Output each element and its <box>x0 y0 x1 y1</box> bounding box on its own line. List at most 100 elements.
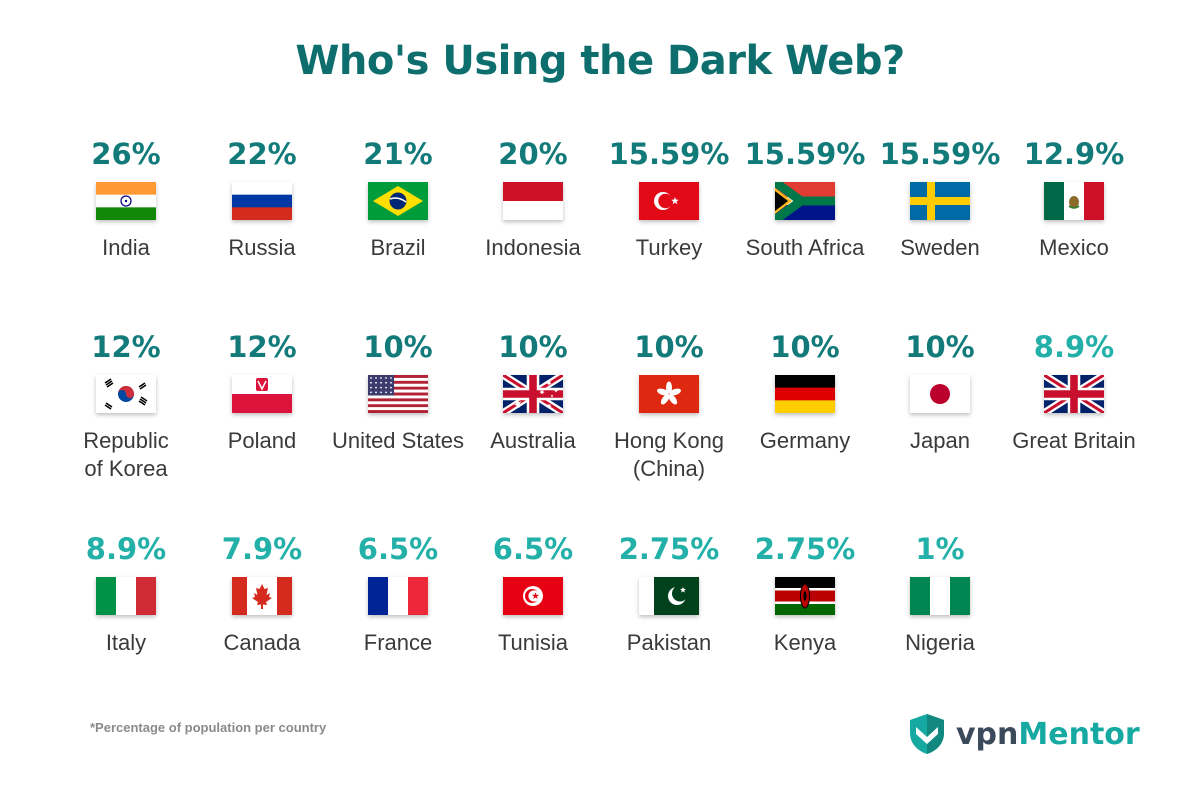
south-africa-flag-icon <box>775 182 835 220</box>
india-flag-icon <box>96 182 156 220</box>
country-name: Russia <box>184 234 340 262</box>
percentage-label: 10% <box>363 330 433 364</box>
country-name-line: Russia <box>228 235 296 260</box>
country-name-line: Canada <box>223 630 301 655</box>
kenya-flag-icon <box>775 577 835 615</box>
country-name-line: Sweden <box>900 235 980 260</box>
country-name: France <box>320 629 476 657</box>
percentage-label: 26% <box>91 137 161 171</box>
usa-flag-icon <box>368 375 428 413</box>
turkey-flag-icon <box>639 182 699 220</box>
country-name-line: Republic <box>83 428 169 453</box>
shield-logo-icon <box>910 714 944 754</box>
japan-flag-icon <box>910 375 970 413</box>
percentage-label: 6.5% <box>492 532 574 566</box>
hong-kong-flag-icon <box>639 375 699 413</box>
tunisia-flag-icon <box>503 577 563 615</box>
country-name: India <box>48 234 204 262</box>
country-name: Republic of Korea <box>48 427 204 483</box>
mexico-flag-icon <box>1044 182 1104 220</box>
percentage-label: 15.59% <box>744 137 866 171</box>
country-name: United States <box>320 427 476 455</box>
country-name-line: Indonesia <box>485 235 581 260</box>
country-name: Sweden <box>862 234 1018 262</box>
nigeria-flag-icon <box>910 577 970 615</box>
country-name: Mexico <box>996 234 1152 262</box>
sweden-flag-icon <box>910 182 970 220</box>
country-name-line: South Africa <box>745 235 865 260</box>
percentage-label: 10% <box>498 330 568 364</box>
country-name-line: Poland <box>227 428 297 453</box>
france-flag-icon <box>368 577 428 615</box>
country-name: Turkey <box>591 234 747 262</box>
country-name-line: Australia <box>490 428 576 453</box>
germany-flag-icon <box>775 375 835 413</box>
poland-flag-icon <box>232 375 292 413</box>
percentage-label: 15.59% <box>608 137 730 171</box>
percentage-label: 12% <box>227 330 297 364</box>
brand-name-part1: vpn <box>956 716 1019 752</box>
country-name-line: Nigeria <box>905 630 975 655</box>
country-name-line: Kenya <box>773 630 837 655</box>
italy-flag-icon <box>96 577 156 615</box>
percentage-label: 12% <box>91 330 161 364</box>
chart-title: Who's Using the Dark Web? <box>295 38 905 84</box>
percentage-label: 20% <box>498 137 568 171</box>
country-name-line: Hong Kong <box>613 428 725 453</box>
country-name: South Africa <box>727 234 883 262</box>
percentage-label: 2.75% <box>618 532 720 566</box>
country-name-line: Pakistan <box>626 630 712 655</box>
country-name: Nigeria <box>862 629 1018 657</box>
percentage-label: 22% <box>227 137 297 171</box>
pakistan-flag-icon <box>639 577 699 615</box>
brand-name-part2: Mentor <box>1018 716 1140 752</box>
country-name-line: France <box>363 630 433 655</box>
country-name: Tunisia <box>455 629 611 657</box>
country-name-line: Turkey <box>635 235 703 260</box>
korea-flag-icon <box>96 375 156 413</box>
percentage-label: 7.9% <box>221 532 303 566</box>
country-name-line: Japan <box>910 428 970 453</box>
country-name-line: Brazil <box>370 235 426 260</box>
country-name-line: Great Britain <box>1012 428 1136 453</box>
country-name-line: India <box>102 235 150 260</box>
country-name: Hong Kong (China) <box>591 427 747 483</box>
country-name: Japan <box>862 427 1018 455</box>
percentage-label: 6.5% <box>357 532 439 566</box>
country-name-line: Tunisia <box>497 630 569 655</box>
country-name: Poland <box>184 427 340 455</box>
percentage-label: 10% <box>770 330 840 364</box>
country-name-line: (China) <box>632 456 706 481</box>
country-name: Australia <box>455 427 611 455</box>
vpnmentor-logo: vpnMentor <box>908 712 1140 756</box>
percentage-label: 21% <box>363 137 433 171</box>
country-name: Indonesia <box>455 234 611 262</box>
country-name: Pakistan <box>591 629 747 657</box>
country-name: Canada <box>184 629 340 657</box>
brand-name: vpnMentor <box>956 717 1140 752</box>
country-name: Great Britain <box>996 427 1152 455</box>
percentage-label: 8.9% <box>85 532 167 566</box>
footnote: *Percentage of population per country <box>90 720 327 735</box>
percentage-label: 12.9% <box>1023 137 1125 171</box>
great-britain-flag-icon <box>1044 375 1104 413</box>
country-name: Italy <box>48 629 204 657</box>
indonesia-flag-icon <box>503 182 563 220</box>
percentage-label: 15.59% <box>879 137 1001 171</box>
brazil-flag-icon <box>368 182 428 220</box>
country-name-line: Italy <box>105 630 147 655</box>
canada-flag-icon <box>232 577 292 615</box>
australia-flag-icon <box>503 375 563 413</box>
country-name-line: of Korea <box>84 456 168 481</box>
country-name: Kenya <box>727 629 883 657</box>
country-name-line: Mexico <box>1039 235 1109 260</box>
percentage-label: 10% <box>905 330 975 364</box>
country-name-line: United States <box>331 428 465 453</box>
percentage-label: 1% <box>915 532 965 566</box>
country-name: Brazil <box>320 234 476 262</box>
russia-flag-icon <box>232 182 292 220</box>
percentage-label: 10% <box>634 330 704 364</box>
percentage-label: 8.9% <box>1033 330 1115 364</box>
percentage-label: 2.75% <box>754 532 856 566</box>
country-name: Germany <box>727 427 883 455</box>
